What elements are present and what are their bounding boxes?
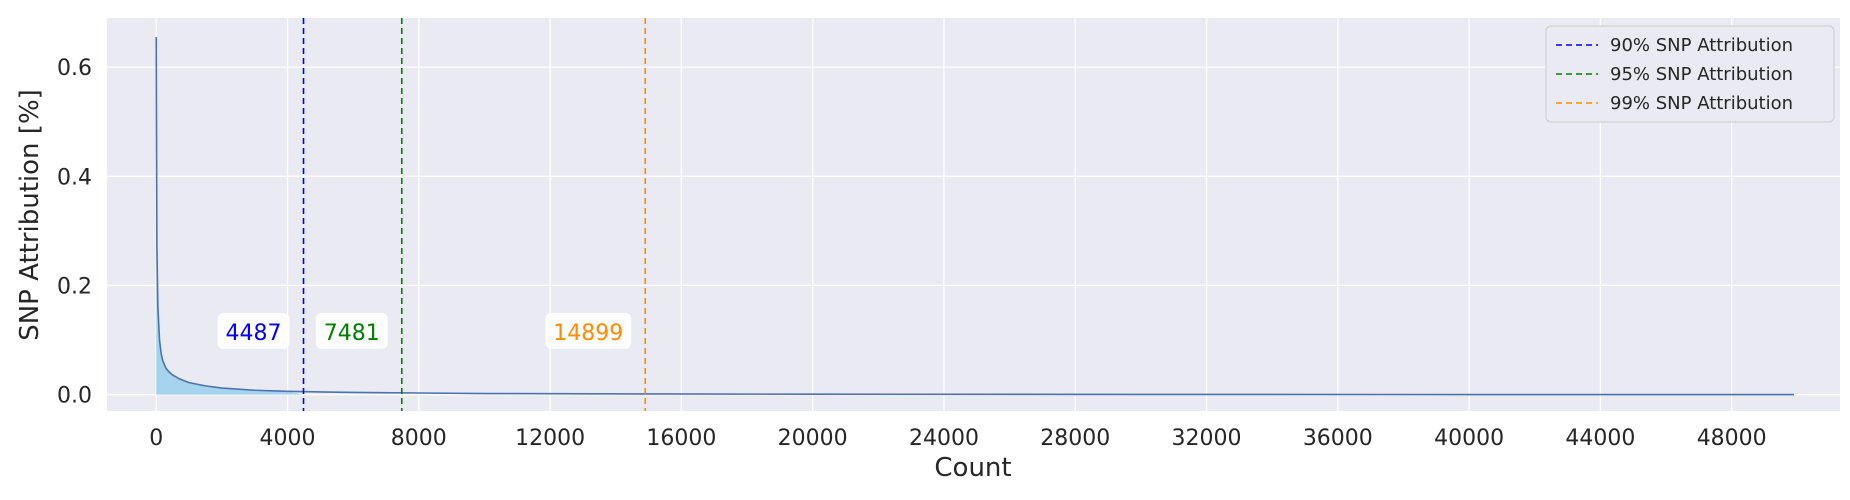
y-tick-label: 0.2 [57, 274, 92, 299]
legend: 90% SNP Attribution 95% SNP Attribution 99… [1545, 25, 1835, 123]
x-tick-label: 12000 [515, 426, 585, 451]
x-tick-labels: 0 4000 8000 12000 16000 20000 24000 28000 32000 3… [149, 426, 1766, 451]
legend-entry: 90% SNP Attribution [1610, 35, 1793, 56]
y-tick-label: 0.6 [57, 56, 92, 81]
threshold-label: 7481 [324, 321, 380, 346]
y-tick-labels: 0.0 0.2 0.4 0.6 [57, 56, 92, 409]
legend-entry: 95% SNP Attribution [1610, 64, 1793, 85]
x-tick-label: 8000 [391, 426, 447, 451]
legend-box [1545, 25, 1835, 123]
y-tick-label: 0.4 [57, 165, 92, 190]
x-tick-label: 0 [149, 426, 163, 451]
threshold-label: 14899 [553, 321, 623, 346]
x-tick-label: 44000 [1565, 426, 1635, 451]
legend-entry: 99% SNP Attribution [1610, 93, 1793, 114]
y-axis-title: SNP Attribution [%] [15, 89, 45, 341]
y-tick-label: 0.0 [57, 384, 92, 409]
attribution-curve [155, 37, 1795, 396]
threshold-label-box [315, 312, 388, 349]
x-tick-label: 24000 [909, 426, 979, 451]
threshold-label-box [545, 312, 632, 349]
threshold-label: 4487 [226, 321, 282, 346]
x-tick-label: 40000 [1434, 426, 1504, 451]
x-tick-label: 4000 [260, 426, 316, 451]
threshold-lines: 4487 7481 14899 [217, 18, 647, 411]
x-tick-label: 36000 [1303, 426, 1373, 451]
x-tick-label: 20000 [778, 426, 848, 451]
x-tick-label: 48000 [1697, 426, 1767, 451]
x-tick-label: 16000 [646, 426, 716, 451]
threshold-label-box [217, 312, 290, 349]
series-lines [155, 37, 1795, 396]
x-axis-title: Count [934, 453, 1011, 483]
x-tick-label: 28000 [1040, 426, 1110, 451]
x-tick-label: 32000 [1172, 426, 1242, 451]
